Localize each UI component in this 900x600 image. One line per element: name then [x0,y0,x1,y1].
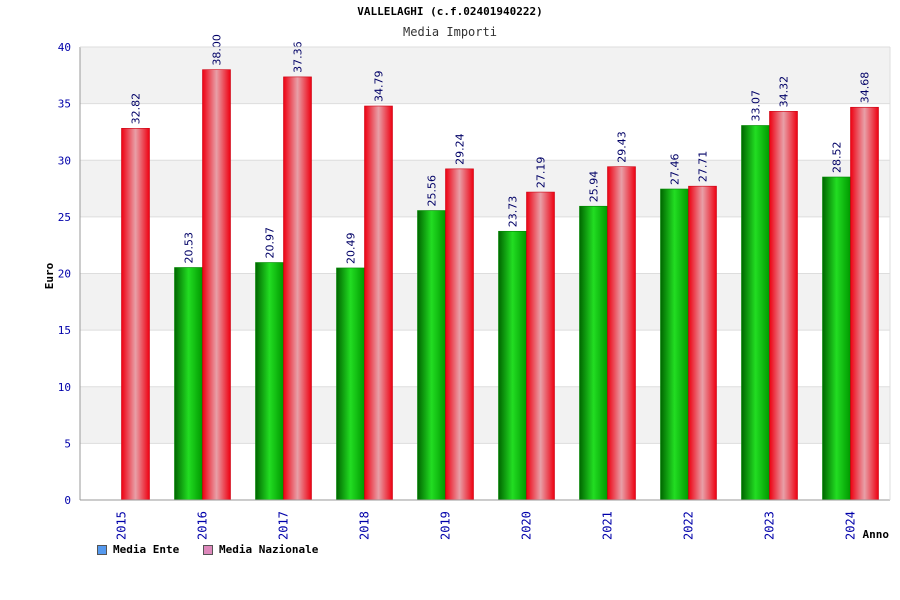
bar-media-nazionale [121,128,150,501]
bar-media-ente [498,230,527,501]
y-tick-label: 30 [58,154,71,167]
value-labels: 32.82 20.53 38.00 20.97 37.36 20.49 34.79 25.56… [130,34,872,264]
legend-swatch-nazionale [203,544,213,555]
bar-media-ente [174,267,203,501]
y-axis-label: Euro [43,262,56,289]
data-label: 34.32 [778,76,791,108]
bar-media-ente [336,267,365,501]
chart-title: VALLELAGHI (c.f.02401940222) [357,5,543,18]
x-tick-label: 2022 [682,511,696,540]
legend-label-ente: Media Ente [113,543,180,556]
x-tick-label: 2020 [520,511,534,540]
y-tick-label: 15 [58,324,71,337]
x-tick-label: 2023 [763,511,777,540]
bar-media-ente [660,188,689,501]
bar-media-nazionale [769,111,798,501]
x-tick-label: 2021 [601,511,615,540]
data-label: 25.56 [426,175,439,207]
x-tick-label: 2019 [439,511,453,540]
data-label: 34.68 [859,72,872,104]
bar-media-nazionale [202,69,231,501]
data-label: 20.49 [345,232,358,264]
bar-media-nazionale [850,106,879,501]
data-label: 29.43 [616,131,629,163]
axes [79,46,891,501]
bar-media-ente [741,125,770,501]
x-tick-labels: 2015 2016 2017 2018 2019 2020 2021 2022 2023 2024 [115,511,858,540]
bar-media-nazionale [688,185,717,501]
bar-media-ente [417,210,446,501]
x-axis-label: Anno [863,528,890,541]
x-tick-label: 2015 [115,511,129,540]
data-label: 37.36 [292,41,305,73]
x-tick-label: 2018 [358,511,372,540]
data-label: 20.97 [264,227,277,259]
y-tick-label: 25 [58,211,71,224]
data-label: 32.82 [130,93,143,125]
data-label: 25.94 [588,171,601,203]
data-label: 27.46 [669,154,682,186]
y-tick-label: 40 [58,41,71,54]
data-label: 27.19 [535,157,548,189]
legend-item-nazionale: Media Nazionale [203,543,318,556]
chart-subtitle: Media Importi [403,25,497,39]
legend-label-nazionale: Media Nazionale [219,543,319,556]
y-tick-label: 5 [64,437,71,450]
y-tick-label: 10 [58,381,71,394]
x-tick-label: 2024 [844,511,858,540]
data-label: 34.79 [373,71,386,103]
data-label: 27.71 [697,151,710,183]
data-label: 33.07 [750,90,763,122]
bar-media-nazionale [526,191,555,501]
data-label: 23.73 [507,196,520,228]
bars [121,69,879,501]
grid-band [80,47,890,104]
bar-media-ente [579,205,608,501]
data-label: 28.52 [831,142,844,174]
bar-media-nazionale [283,76,312,501]
y-tick-label: 0 [64,494,71,507]
y-tick-label: 20 [58,268,71,281]
legend-swatch-ente [97,544,107,555]
data-label: 29.24 [454,133,467,165]
legend-item-ente: Media Ente [97,543,179,556]
bar-media-nazionale [607,166,636,501]
data-label: 38.00 [211,34,224,66]
data-label: 20.53 [183,232,196,264]
bar-media-nazionale [445,168,474,501]
bar-media-nazionale [364,105,393,501]
x-tick-label: 2017 [277,511,291,540]
bar-media-ente [255,262,284,501]
y-tick-label: 35 [58,98,71,111]
x-tick-label: 2016 [196,511,210,540]
y-tick-labels: 0 5 10 15 20 25 30 35 40 [58,41,71,507]
bar-media-ente [822,176,851,501]
